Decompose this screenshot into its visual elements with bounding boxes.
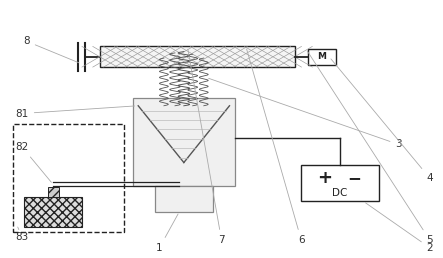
Bar — [48, 187, 58, 197]
Text: 3: 3 — [209, 78, 402, 149]
Text: 1: 1 — [156, 214, 178, 253]
Text: M: M — [318, 52, 326, 61]
Bar — [100, 46, 295, 67]
Text: +: + — [317, 169, 332, 187]
Text: 83: 83 — [16, 227, 29, 242]
Bar — [24, 197, 82, 227]
Bar — [155, 186, 213, 212]
Text: 8: 8 — [23, 36, 79, 63]
Text: −: − — [347, 169, 361, 187]
Text: 81: 81 — [16, 106, 135, 118]
Text: 5: 5 — [307, 51, 433, 245]
Text: 82: 82 — [16, 142, 51, 182]
Text: 4: 4 — [331, 59, 433, 183]
Bar — [13, 124, 124, 232]
Text: DC: DC — [332, 188, 348, 198]
Text: 2: 2 — [365, 203, 433, 253]
Text: 6: 6 — [247, 49, 304, 245]
Bar — [301, 165, 379, 201]
Bar — [308, 49, 336, 65]
Text: 7: 7 — [188, 49, 225, 245]
Bar — [133, 98, 235, 186]
